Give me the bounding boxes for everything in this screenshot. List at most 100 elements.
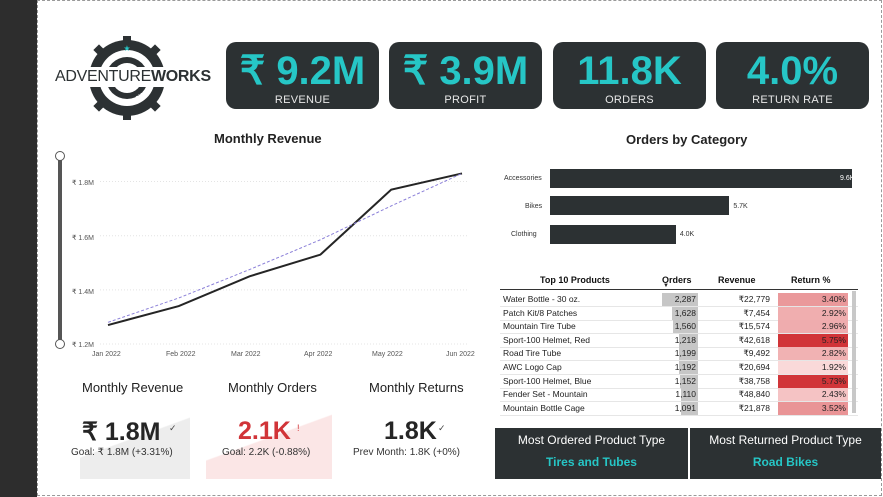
kpi-value: ₹ 9.2M bbox=[239, 49, 366, 93]
kpi-label: PROFIT bbox=[444, 94, 487, 106]
kpi-label: RETURN RATE bbox=[752, 94, 833, 106]
most-returned-type-card: Most Returned Product Type Road Bikes bbox=[690, 428, 881, 479]
revenue-value: ₹22,779 bbox=[738, 294, 770, 304]
orders-value: 1,218 bbox=[674, 334, 696, 345]
sort-desc-icon[interactable]: ▼ bbox=[663, 283, 669, 289]
revenue-value: ₹48,840 bbox=[738, 389, 770, 400]
return-value: 3.52% bbox=[821, 402, 846, 413]
table-row[interactable]: Sport-100 Helmet, Red 1,218 ₹42,618 5.75% bbox=[500, 333, 858, 348]
return-value: 5.73% bbox=[821, 375, 846, 386]
return-cell bbox=[778, 401, 848, 415]
return-value: 2.43% bbox=[821, 389, 846, 400]
card-bg-shape bbox=[80, 395, 190, 479]
revenue-line-chart bbox=[100, 172, 468, 345]
table-row[interactable]: Mountain Tire Tube 1,560 ₹15,574 2.96% bbox=[500, 320, 858, 335]
gear-icon: ★ bbox=[55, 36, 203, 120]
adventureworks-logo: ★ ADVENTUREWORKS BIKE SHOP bbox=[55, 36, 211, 120]
orders-value: 1,192 bbox=[674, 362, 696, 372]
product-name: Mountain Tire Tube bbox=[503, 321, 576, 332]
monthly-returns-prev: Prev Month: 1.8K (+0%) bbox=[353, 447, 460, 458]
return-value: 3.40% bbox=[821, 294, 846, 304]
table-header-orders[interactable]: Orders bbox=[662, 275, 692, 285]
most-returned-value: Road Bikes bbox=[752, 455, 819, 469]
table-scrollbar[interactable] bbox=[852, 291, 856, 413]
orders-bar bbox=[672, 306, 698, 320]
orders-bar bbox=[679, 347, 698, 361]
category-bar[interactable] bbox=[550, 225, 676, 244]
orders-bar bbox=[673, 320, 698, 334]
revenue-value: ₹20,694 bbox=[738, 362, 770, 372]
revenue-value: ₹42,618 bbox=[738, 334, 770, 345]
return-value: 5.75% bbox=[821, 334, 846, 345]
product-name: Patch Kit/8 Patches bbox=[503, 307, 578, 318]
most-ordered-type-card: Most Ordered Product Type Tires and Tube… bbox=[495, 428, 688, 479]
check-icon: ✓ bbox=[438, 423, 446, 433]
return-value: 2.82% bbox=[821, 348, 846, 359]
table-row[interactable]: AWC Logo Cap 1,192 ₹20,694 1.92% bbox=[500, 361, 858, 375]
kpi-label: ORDERS bbox=[605, 94, 654, 106]
return-value: 2.92% bbox=[821, 307, 846, 318]
x-tick-label: Apr 2022 bbox=[304, 351, 333, 358]
slider-handle-top[interactable] bbox=[55, 151, 65, 161]
table-row[interactable]: Sport-100 Helmet, Blue 1,152 ₹38,758 5.73% bbox=[500, 374, 858, 389]
bar-value-label: 5.7K bbox=[733, 203, 748, 210]
most-ordered-value: Tires and Tubes bbox=[546, 455, 637, 469]
brand-name-part2: WORKS bbox=[150, 68, 211, 85]
monthly-revenue-goal: Goal: ₹ 1.8M (+3.31%) bbox=[71, 447, 173, 458]
orders-value: 2,287 bbox=[674, 294, 696, 304]
return-cell bbox=[778, 320, 848, 334]
monthly-revenue-value: ₹ 1.8M bbox=[82, 418, 161, 446]
most-ordered-title: Most Ordered Product Type bbox=[517, 433, 666, 447]
table-row[interactable]: Fender Set - Mountain 1,110 ₹48,840 2.43% bbox=[500, 388, 858, 403]
kpi-value: 4.0% bbox=[746, 49, 839, 93]
report-canvas bbox=[37, 0, 882, 496]
orders-value: 1,152 bbox=[674, 375, 696, 386]
orders-value: 1,628 bbox=[674, 307, 696, 318]
orders-bar bbox=[679, 361, 698, 374]
x-tick-label: Feb 2022 bbox=[166, 351, 196, 358]
orders-bar bbox=[678, 333, 698, 347]
bar-value-label: 4.0K bbox=[679, 231, 695, 238]
orders-bar bbox=[662, 293, 698, 306]
slider-handle-bottom[interactable] bbox=[55, 339, 65, 349]
product-name: Sport-100 Helmet, Blue bbox=[503, 375, 592, 386]
monthly-orders-goal: Goal: 2.2K (-0.88%) bbox=[222, 447, 311, 458]
trend-line[interactable] bbox=[107, 172, 463, 323]
table-header-return[interactable]: Return % bbox=[791, 275, 831, 285]
table-row[interactable]: Mountain Bottle Cage 1,091 ₹21,878 3.52% bbox=[500, 401, 858, 416]
return-value: 1.92% bbox=[821, 362, 846, 372]
table-row[interactable]: Road Tire Tube 1,199 ₹9,492 2.82% bbox=[500, 347, 858, 362]
revenue-line[interactable] bbox=[107, 172, 463, 327]
card-bg-shape bbox=[206, 395, 332, 479]
return-cell bbox=[778, 388, 848, 402]
kpi-orders: 11.8K ORDERS bbox=[553, 42, 706, 109]
kpi-return-rate: 4.0% RETURN RATE bbox=[716, 42, 869, 109]
kpi-value: ₹ 3.9M bbox=[402, 49, 529, 93]
alert-icon: ! bbox=[297, 423, 300, 433]
table-row[interactable]: Patch Kit/8 Patches 1,628 ₹7,454 2.92% bbox=[500, 306, 858, 321]
revenue-value: ₹21,878 bbox=[738, 402, 770, 413]
y-tick-label: ₹ 1.6M bbox=[72, 235, 94, 242]
bar-value-label: 9.6K bbox=[840, 175, 855, 182]
brand-name-part1: ADVENTURE bbox=[55, 68, 151, 85]
table-header-product[interactable]: Top 10 Products bbox=[540, 275, 610, 285]
orders-value: 1,199 bbox=[674, 348, 696, 359]
kpi-value: 11.8K bbox=[577, 49, 682, 93]
revenue-chart-title: Monthly Revenue bbox=[214, 131, 322, 146]
most-returned-title: Most Returned Product Type bbox=[709, 433, 862, 447]
orders-value: 1,091 bbox=[674, 402, 696, 413]
x-tick-label: Mar 2022 bbox=[231, 351, 261, 358]
category-bar[interactable] bbox=[550, 169, 852, 188]
revenue-value: ₹38,758 bbox=[738, 375, 770, 386]
y-tick-label: ₹ 1.8M bbox=[72, 180, 94, 187]
table-header-revenue[interactable]: Revenue bbox=[718, 275, 756, 285]
orders-bar bbox=[680, 388, 698, 402]
orders-bar bbox=[679, 374, 698, 388]
category-bar[interactable] bbox=[550, 196, 730, 215]
date-range-slider[interactable] bbox=[55, 151, 65, 349]
product-name: AWC Logo Cap bbox=[503, 362, 562, 372]
x-tick-label: Jan 2022 bbox=[92, 351, 121, 358]
y-tick-label: ₹ 1.4M bbox=[72, 289, 94, 296]
category-label: Accessories bbox=[504, 175, 542, 182]
table-row[interactable]: Water Bottle - 30 oz. 2,287 ₹22,779 3.40% bbox=[500, 293, 858, 307]
